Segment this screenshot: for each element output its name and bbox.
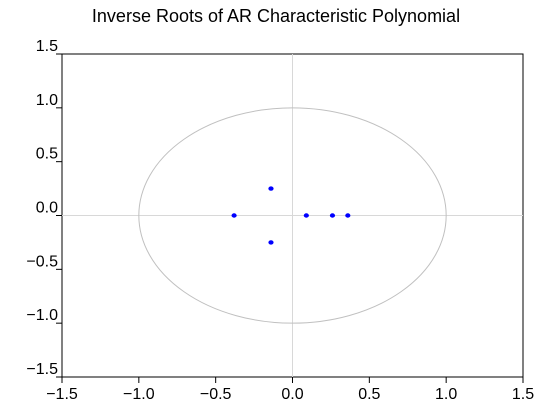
y-tick-label: 0.5 xyxy=(36,146,58,163)
x-tick-label: 1.5 xyxy=(512,386,534,403)
x-tick-label: 0.5 xyxy=(358,386,380,403)
x-tick-label: −1.0 xyxy=(123,386,155,403)
unit-circle xyxy=(138,107,447,324)
root-point xyxy=(345,213,351,218)
y-tick-label: −0.5 xyxy=(26,253,58,270)
y-tick-label: 0.0 xyxy=(36,200,58,217)
root-point xyxy=(231,213,237,218)
root-point xyxy=(329,213,336,218)
x-tick-label: −1.5 xyxy=(46,386,78,403)
y-tick-label: 1.5 xyxy=(36,38,58,55)
x-tick-label: −0.5 xyxy=(200,386,232,403)
chart-title: Inverse Roots of AR Characteristic Polyn… xyxy=(92,6,460,26)
root-point xyxy=(303,213,309,218)
x-tick-label: 0.0 xyxy=(281,386,303,403)
x-axis: −1.5 −1.0 −0.5 0.0 0.5 1.0 1.5 xyxy=(46,377,534,403)
y-tick-label: 1.0 xyxy=(36,92,58,109)
zero-lines xyxy=(62,54,523,377)
roots xyxy=(231,186,351,245)
x-tick-label: 1.0 xyxy=(435,386,457,403)
y-tick-label: −1.5 xyxy=(26,361,58,378)
root-point xyxy=(268,240,274,245)
y-axis: 1.5 1.0 0.5 0.0 −0.5 −1.0 −1.5 xyxy=(26,38,62,378)
y-tick-label: −1.0 xyxy=(26,307,58,324)
unit-circle-group xyxy=(138,107,447,324)
root-point xyxy=(268,186,274,191)
